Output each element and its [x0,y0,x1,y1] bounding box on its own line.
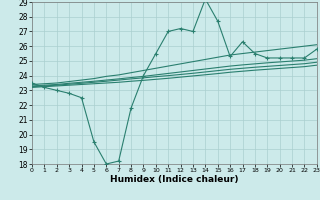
X-axis label: Humidex (Indice chaleur): Humidex (Indice chaleur) [110,175,239,184]
